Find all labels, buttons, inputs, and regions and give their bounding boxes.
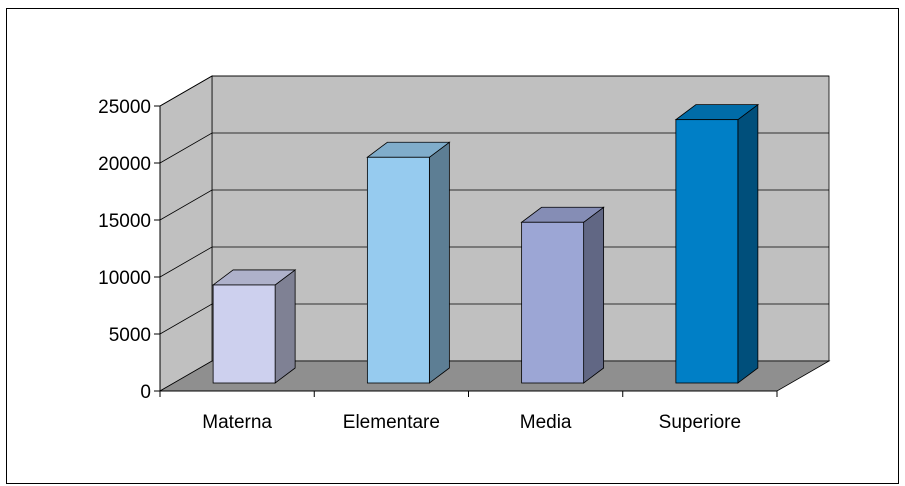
x-category-labels: Materna Elementare Media Superiore xyxy=(202,412,741,433)
bar-superiore xyxy=(674,103,760,384)
bar-elementare xyxy=(366,141,451,384)
y-tick-label: 25000 xyxy=(98,97,151,118)
bar-front xyxy=(521,221,585,384)
gridline xyxy=(159,132,829,164)
chart-frame: 0 5000 10000 15000 20000 25000 Materna Element… xyxy=(6,8,899,484)
y-tick-labels: 0 5000 10000 15000 20000 25000 xyxy=(98,97,151,403)
gridline xyxy=(159,75,829,107)
bar-front xyxy=(366,156,430,384)
x-category-label: Materna xyxy=(202,412,272,433)
y-tick-label: 0 xyxy=(140,382,151,403)
y-tick-label: 15000 xyxy=(98,211,151,232)
y-tick-label: 10000 xyxy=(98,268,151,289)
gridline xyxy=(159,189,829,221)
gridline xyxy=(159,303,829,335)
x-category-label: Media xyxy=(520,412,572,433)
bar-front xyxy=(675,119,739,384)
x-category-label: Elementare xyxy=(343,412,440,433)
gridlines xyxy=(159,75,829,335)
bar-side xyxy=(737,103,759,384)
bars xyxy=(211,103,760,384)
x-category-label: Superiore xyxy=(659,412,741,433)
y-tick-label: 20000 xyxy=(98,154,151,175)
gridline xyxy=(159,246,829,278)
y-tick-label: 5000 xyxy=(109,325,151,346)
side-wall xyxy=(159,75,213,392)
bar-chart: 0 5000 10000 15000 20000 25000 Materna Element… xyxy=(98,75,831,433)
bar-side xyxy=(583,206,605,384)
bar-media xyxy=(520,206,605,384)
bar-side xyxy=(274,269,296,384)
bar-front xyxy=(212,284,276,384)
bar-materna xyxy=(211,269,297,384)
bar-side xyxy=(428,141,450,384)
axes xyxy=(154,105,778,397)
